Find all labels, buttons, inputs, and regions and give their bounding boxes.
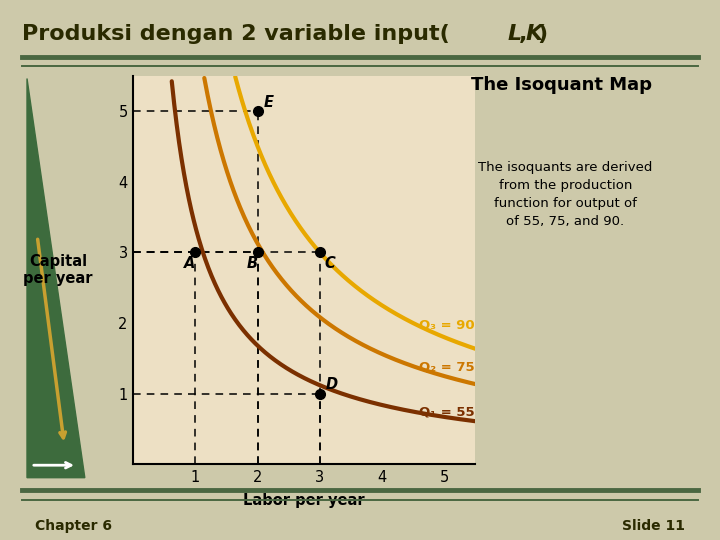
Text: Chapter 6: Chapter 6: [35, 519, 112, 533]
Text: The isoquants are derived
from the production
function for output of
of 55, 75, : The isoquants are derived from the produ…: [478, 161, 652, 228]
Text: ): ): [537, 24, 547, 44]
Text: The Isoquant Map: The Isoquant Map: [471, 76, 652, 94]
Text: Produksi dengan 2 variable input(: Produksi dengan 2 variable input(: [22, 24, 449, 44]
Text: Q₁ = 55: Q₁ = 55: [419, 406, 475, 419]
Text: ,: ,: [518, 24, 527, 44]
Text: Q₂ = 75: Q₂ = 75: [419, 361, 475, 374]
Text: Slide 11: Slide 11: [622, 519, 685, 533]
Text: C: C: [325, 256, 336, 271]
Text: L: L: [508, 24, 522, 44]
Text: D: D: [326, 377, 338, 393]
Text: Q₃ = 90: Q₃ = 90: [419, 318, 475, 331]
Text: E: E: [264, 94, 274, 110]
Text: A: A: [184, 256, 196, 271]
Polygon shape: [27, 78, 85, 478]
Text: K: K: [526, 24, 543, 44]
Text: B: B: [246, 256, 258, 271]
X-axis label: Labor per year: Labor per year: [243, 493, 365, 508]
Text: Capital
per year: Capital per year: [23, 254, 93, 286]
